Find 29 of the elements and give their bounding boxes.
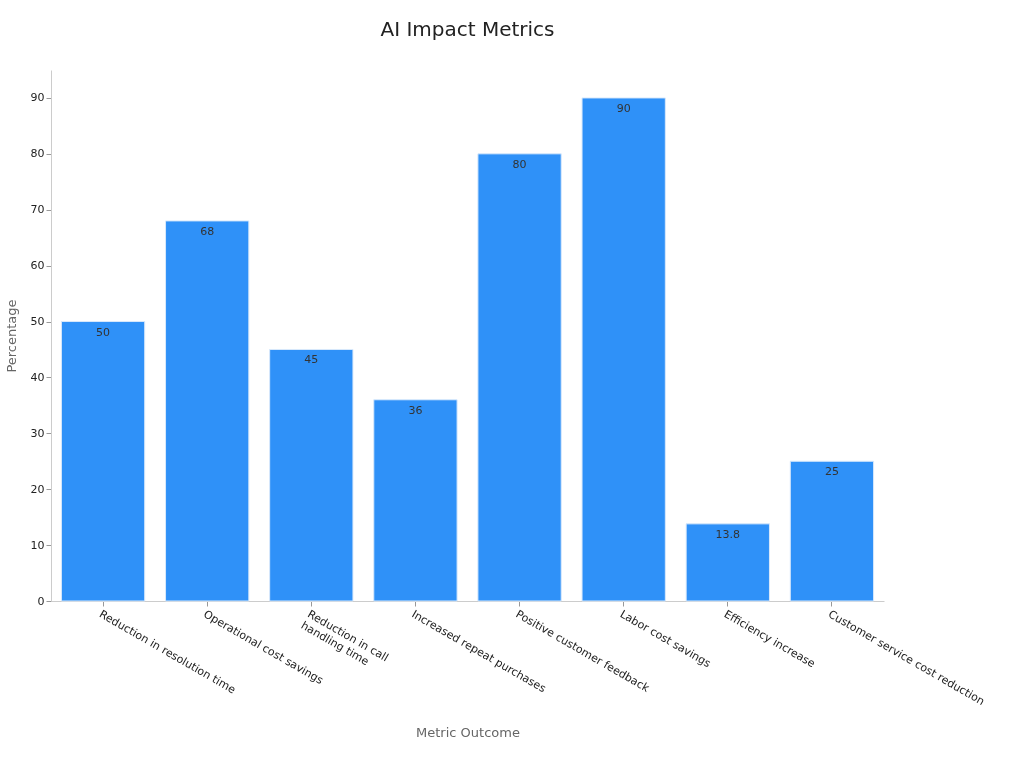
data-label: 36 (408, 403, 423, 417)
y-tick-label: 60 (30, 259, 45, 273)
chart-title: AI Impact Metrics (380, 17, 555, 41)
y-tick-label: 90 (30, 91, 45, 105)
y-tick-label: 40 (30, 370, 45, 384)
data-label: 13.8 (715, 527, 741, 541)
bar (581, 97, 666, 602)
y-tick-label: 10 (30, 538, 45, 552)
y-tick-label: 50 (30, 315, 45, 329)
bar (789, 460, 875, 602)
bar (373, 399, 458, 602)
y-tick-label: 20 (30, 482, 45, 496)
bar (685, 523, 770, 602)
y-tick-label: 70 (30, 203, 45, 217)
data-label: 50 (96, 325, 111, 339)
y-tick-label: 0 (37, 594, 45, 608)
bar (477, 153, 562, 602)
data-label: 90 (616, 101, 631, 115)
y-axis-title: Percentage (3, 299, 19, 373)
data-label: 80 (512, 157, 527, 171)
y-tick-label: 80 (30, 147, 45, 161)
bar (165, 220, 250, 602)
y-tick-label: 30 (30, 426, 45, 440)
x-axis-title: Metric Outcome (416, 725, 520, 741)
bar (60, 321, 146, 602)
data-label: 25 (824, 465, 839, 479)
data-label: 68 (200, 224, 215, 238)
bar (269, 348, 354, 602)
data-label: 45 (304, 353, 319, 367)
